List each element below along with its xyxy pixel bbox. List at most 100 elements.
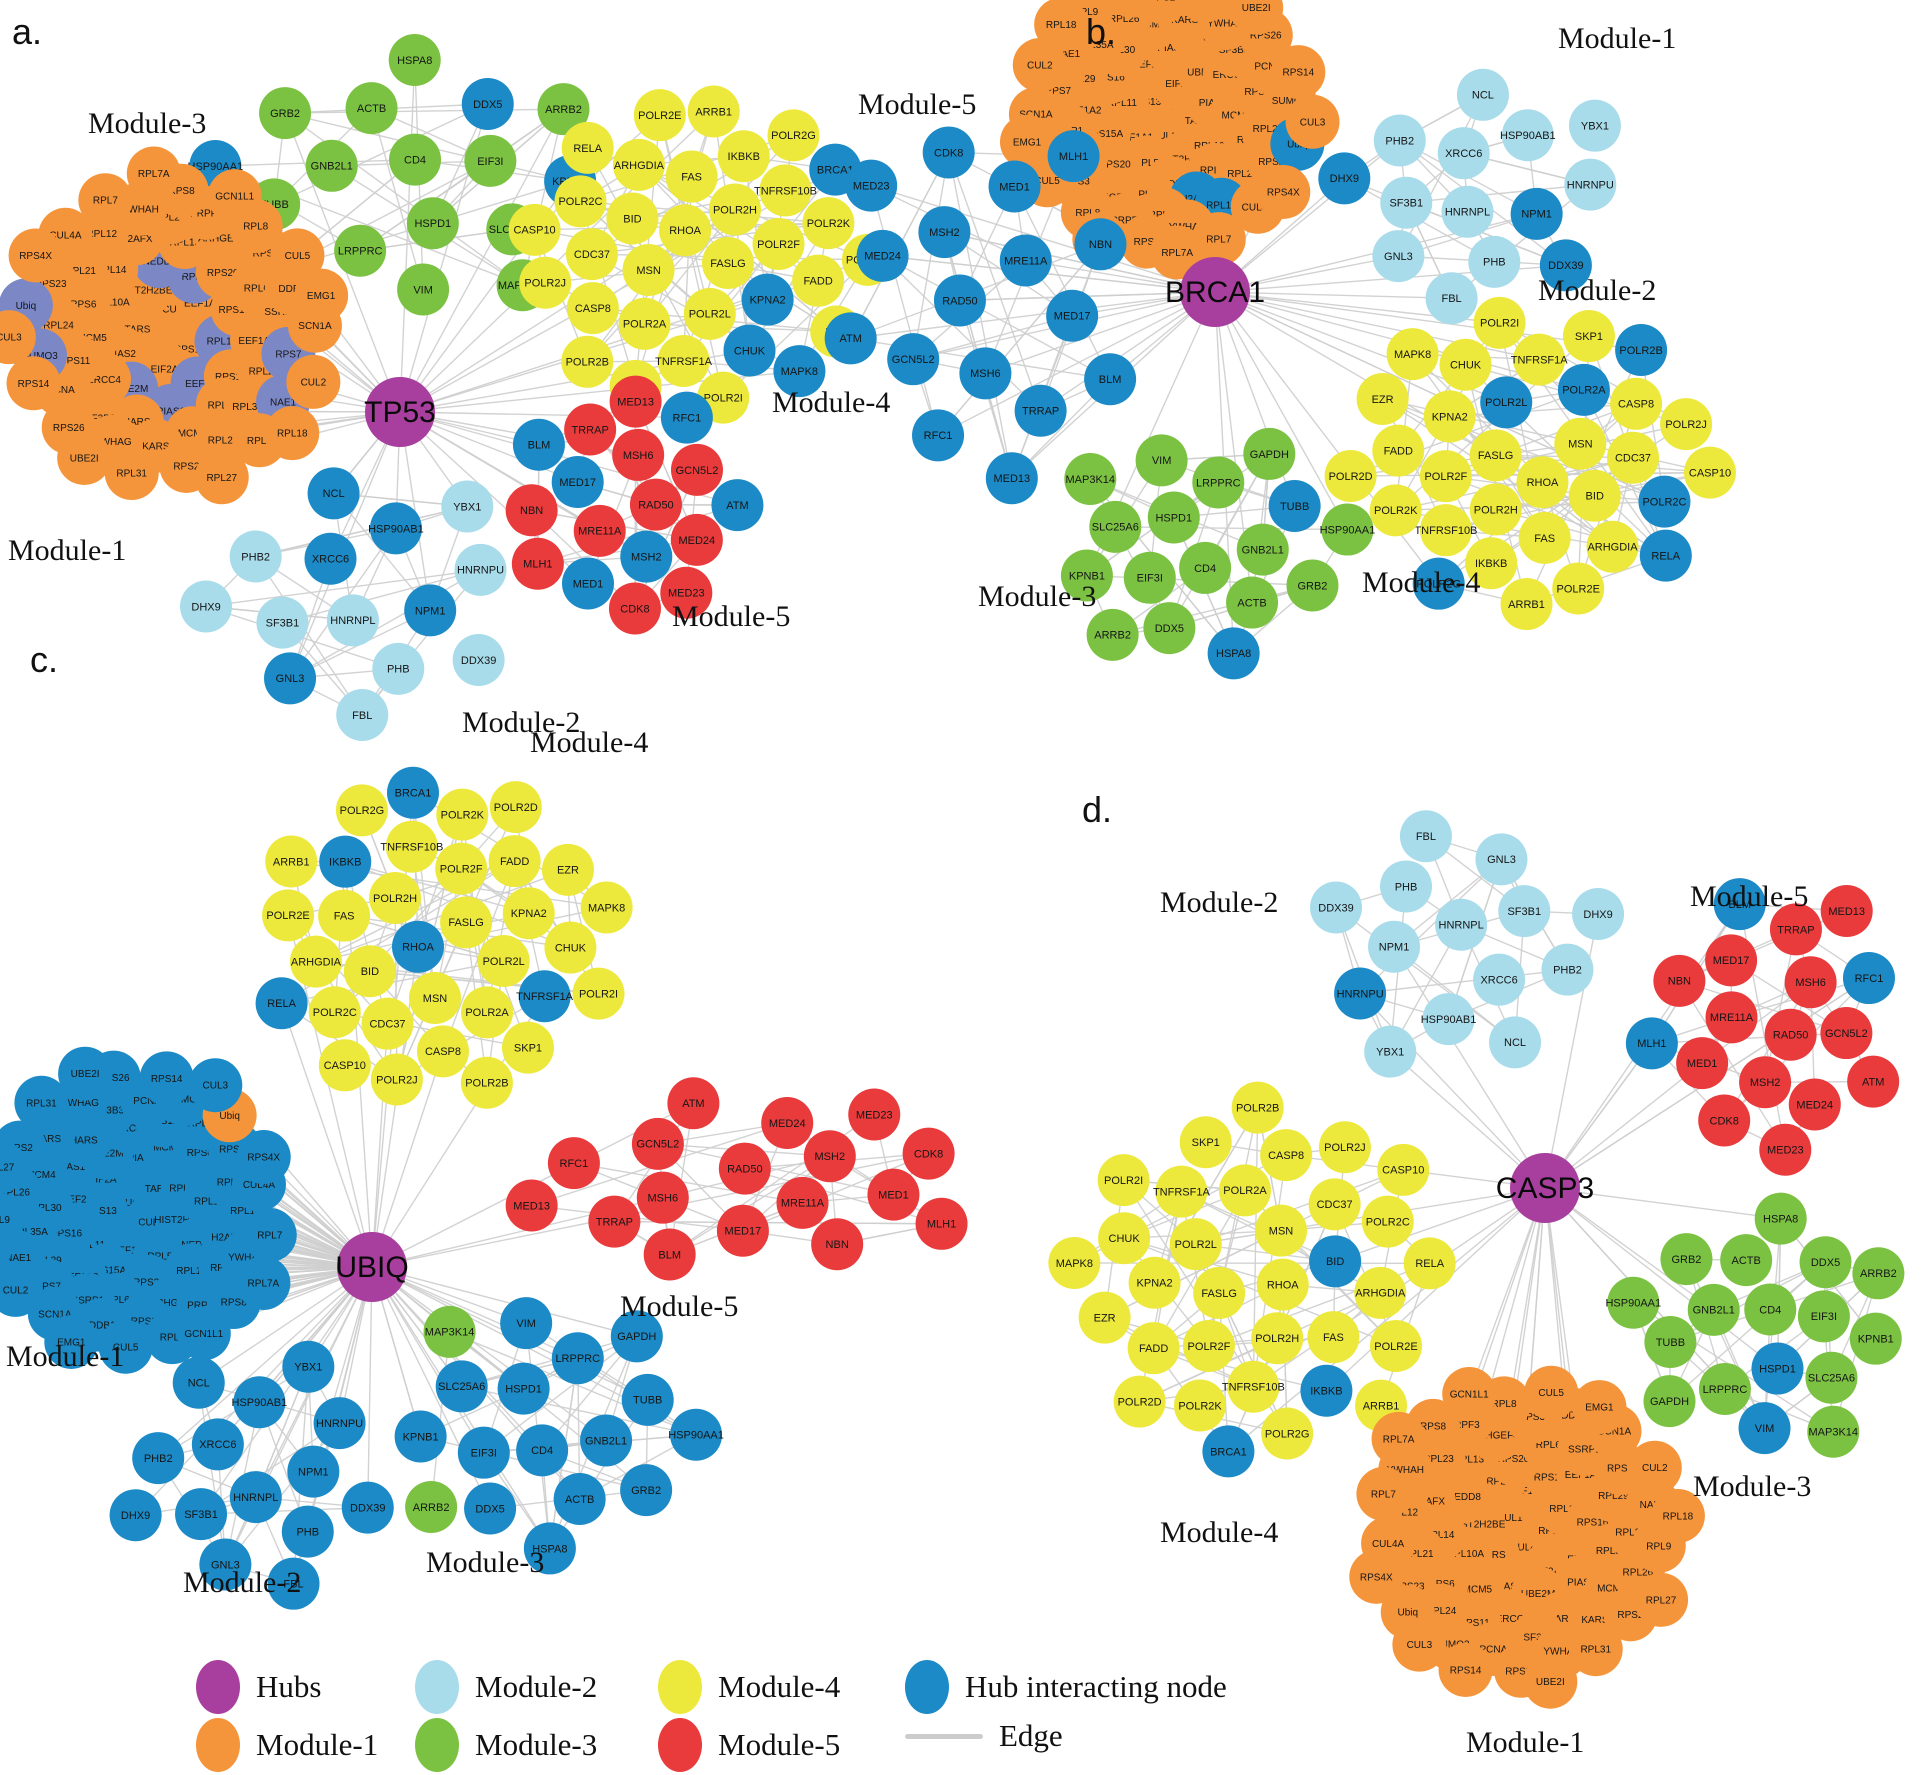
node-gcn5l2[interactable]: GCN5L2 xyxy=(887,333,940,386)
node-map3k14[interactable]: MAP3K14 xyxy=(423,1305,476,1358)
node-polr2h[interactable]: POLR2H xyxy=(1469,483,1522,536)
node-ddx39[interactable]: DDX39 xyxy=(452,633,505,686)
node-chuk[interactable]: CHUK xyxy=(723,324,776,377)
node-msn[interactable]: MSN xyxy=(409,971,462,1024)
node-polr2i[interactable]: POLR2I xyxy=(1097,1154,1150,1207)
node-atm[interactable]: ATM xyxy=(1847,1055,1900,1108)
node-ezr[interactable]: EZR xyxy=(1356,372,1409,425)
node-blm[interactable]: BLM xyxy=(643,1228,696,1281)
node-polr2c[interactable]: POLR2C xyxy=(308,986,361,1039)
node-ybx1[interactable]: YBX1 xyxy=(282,1340,335,1393)
node-gnl3[interactable]: GNL3 xyxy=(264,652,317,705)
hub-node-ubiq[interactable]: UBIQ xyxy=(335,1232,409,1302)
node-mlh1[interactable]: MLH1 xyxy=(1625,1017,1678,1070)
node-cdk8[interactable]: CDK8 xyxy=(1698,1094,1751,1147)
node-emg1[interactable]: EMG1 xyxy=(999,114,1054,169)
node-atm[interactable]: ATM xyxy=(711,479,764,532)
node-rpl7[interactable]: RPL7 xyxy=(78,173,133,228)
node-npm1[interactable]: NPM1 xyxy=(1368,920,1421,973)
node-gnb2l1[interactable]: GNB2L1 xyxy=(1236,523,1289,576)
node-fas[interactable]: FAS xyxy=(1518,511,1571,564)
node-fbl[interactable]: FBL xyxy=(336,688,389,741)
node-polr2b[interactable]: POLR2B xyxy=(460,1056,513,1109)
node-polr2k[interactable]: POLR2K xyxy=(1174,1379,1227,1432)
node-tnfrsf10b[interactable]: TNFRSF10B xyxy=(1414,504,1477,557)
node-polr2d[interactable]: POLR2D xyxy=(489,781,542,834)
node-kpna2[interactable]: KPNA2 xyxy=(1423,390,1476,443)
node-polr2d[interactable]: POLR2D xyxy=(1324,450,1377,503)
node-casp8[interactable]: CASP8 xyxy=(416,1025,469,1078)
node-hspd1[interactable]: HSPD1 xyxy=(497,1362,550,1415)
node-phb2[interactable]: PHB2 xyxy=(229,530,282,583)
node-arrb2[interactable]: ARRB2 xyxy=(405,1481,458,1534)
node-casp8[interactable]: CASP8 xyxy=(566,282,619,335)
node-lrpprc[interactable]: LRPPRC xyxy=(334,224,387,277)
node-med13[interactable]: MED13 xyxy=(985,452,1038,505)
node-npm1[interactable]: NPM1 xyxy=(1510,187,1563,240)
node-actb[interactable]: ACTB xyxy=(1226,576,1279,629)
node-dhx9[interactable]: DHX9 xyxy=(1318,152,1371,205)
node-xrcc6[interactable]: XRCC6 xyxy=(304,532,357,585)
node-polr2c[interactable]: POLR2C xyxy=(1638,475,1691,528)
node-ybx1[interactable]: YBX1 xyxy=(1364,1025,1417,1078)
node-rpl7a[interactable]: RPL7A xyxy=(236,1256,291,1311)
node-cul3[interactable]: CUL3 xyxy=(1392,1617,1447,1672)
node-skp1[interactable]: SKP1 xyxy=(501,1021,554,1074)
node-ezr[interactable]: EZR xyxy=(1078,1291,1131,1344)
node-med24[interactable]: MED24 xyxy=(1788,1078,1841,1131)
node-mlh1[interactable]: MLH1 xyxy=(1047,130,1100,183)
node-eif3i[interactable]: EIF3I xyxy=(1797,1290,1850,1343)
node-polr2g[interactable]: POLR2G xyxy=(335,784,388,837)
node-sf3b1[interactable]: SF3B1 xyxy=(1380,176,1433,229)
node-rpl7[interactable]: RPL7 xyxy=(1356,1466,1411,1521)
node-vim[interactable]: VIM xyxy=(397,263,450,316)
node-arrb1[interactable]: ARRB1 xyxy=(265,835,318,888)
node-arrb1[interactable]: ARRB1 xyxy=(687,85,740,138)
node-gnl3[interactable]: GNL3 xyxy=(1475,833,1528,886)
node-bid[interactable]: BID xyxy=(606,192,659,245)
node-med24[interactable]: MED24 xyxy=(670,513,723,566)
node-cul2[interactable]: CUL2 xyxy=(1627,1440,1682,1495)
node-arhgdia[interactable]: ARHGDIA xyxy=(289,935,342,988)
node-hnrnpu[interactable]: HNRNPU xyxy=(1564,158,1617,211)
node-rps14[interactable]: RPS14 xyxy=(6,356,61,411)
node-rad50[interactable]: RAD50 xyxy=(1764,1008,1817,1061)
node-tubb[interactable]: TUBB xyxy=(1644,1316,1697,1369)
node-rpl31[interactable]: RPL31 xyxy=(1568,1622,1623,1677)
node-hsp90aa1[interactable]: HSP90AA1 xyxy=(1320,503,1376,556)
node-mre11a[interactable]: MRE11A xyxy=(776,1176,829,1229)
node-atm[interactable]: ATM xyxy=(667,1077,720,1130)
node-faslg[interactable]: FASLG xyxy=(440,896,493,949)
node-grb2[interactable]: GRB2 xyxy=(259,87,312,140)
node-rad50[interactable]: RAD50 xyxy=(718,1142,771,1195)
node-npm1[interactable]: NPM1 xyxy=(287,1445,340,1498)
node-casp10[interactable]: CASP10 xyxy=(1683,446,1736,499)
node-phb[interactable]: PHB xyxy=(281,1505,334,1558)
node-hsp90ab1[interactable]: HSP90AB1 xyxy=(1500,109,1556,162)
node-atm[interactable]: ATM xyxy=(824,312,877,365)
node-slc25a6[interactable]: SLC25A6 xyxy=(1089,500,1142,553)
node-skp1[interactable]: SKP1 xyxy=(1179,1116,1232,1169)
node-ikbkb[interactable]: IKBKB xyxy=(319,835,372,888)
node-polr2e[interactable]: POLR2E xyxy=(1369,1320,1422,1373)
node-nbn[interactable]: NBN xyxy=(1074,218,1127,271)
node-med24[interactable]: MED24 xyxy=(761,1097,814,1150)
node-hnrnpu[interactable]: HNRNPU xyxy=(313,1397,366,1450)
node-polr2g[interactable]: POLR2G xyxy=(767,109,820,162)
node-cd4[interactable]: CD4 xyxy=(389,133,442,186)
node-med1[interactable]: MED1 xyxy=(867,1168,920,1221)
node-polr2f[interactable]: POLR2F xyxy=(752,217,805,270)
node-trrap[interactable]: TRRAP xyxy=(564,403,617,456)
node-gapdh[interactable]: GAPDH xyxy=(1243,427,1296,480)
node-ezr[interactable]: EZR xyxy=(541,843,594,896)
node-trrap[interactable]: TRRAP xyxy=(1014,384,1067,437)
node-gcn1l1[interactable]: GCN1L1 xyxy=(176,1306,231,1361)
node-polr2k[interactable]: POLR2K xyxy=(802,197,855,250)
node-skp1[interactable]: SKP1 xyxy=(1562,310,1615,363)
node-vim[interactable]: VIM xyxy=(500,1297,553,1350)
node-polr2a[interactable]: POLR2A xyxy=(618,297,671,350)
node-rpl18[interactable]: RPL18 xyxy=(1034,0,1089,52)
node-rhoa[interactable]: RHOA xyxy=(1516,456,1569,509)
node-rela[interactable]: RELA xyxy=(1639,529,1692,582)
node-kpna2[interactable]: KPNA2 xyxy=(1128,1256,1181,1309)
